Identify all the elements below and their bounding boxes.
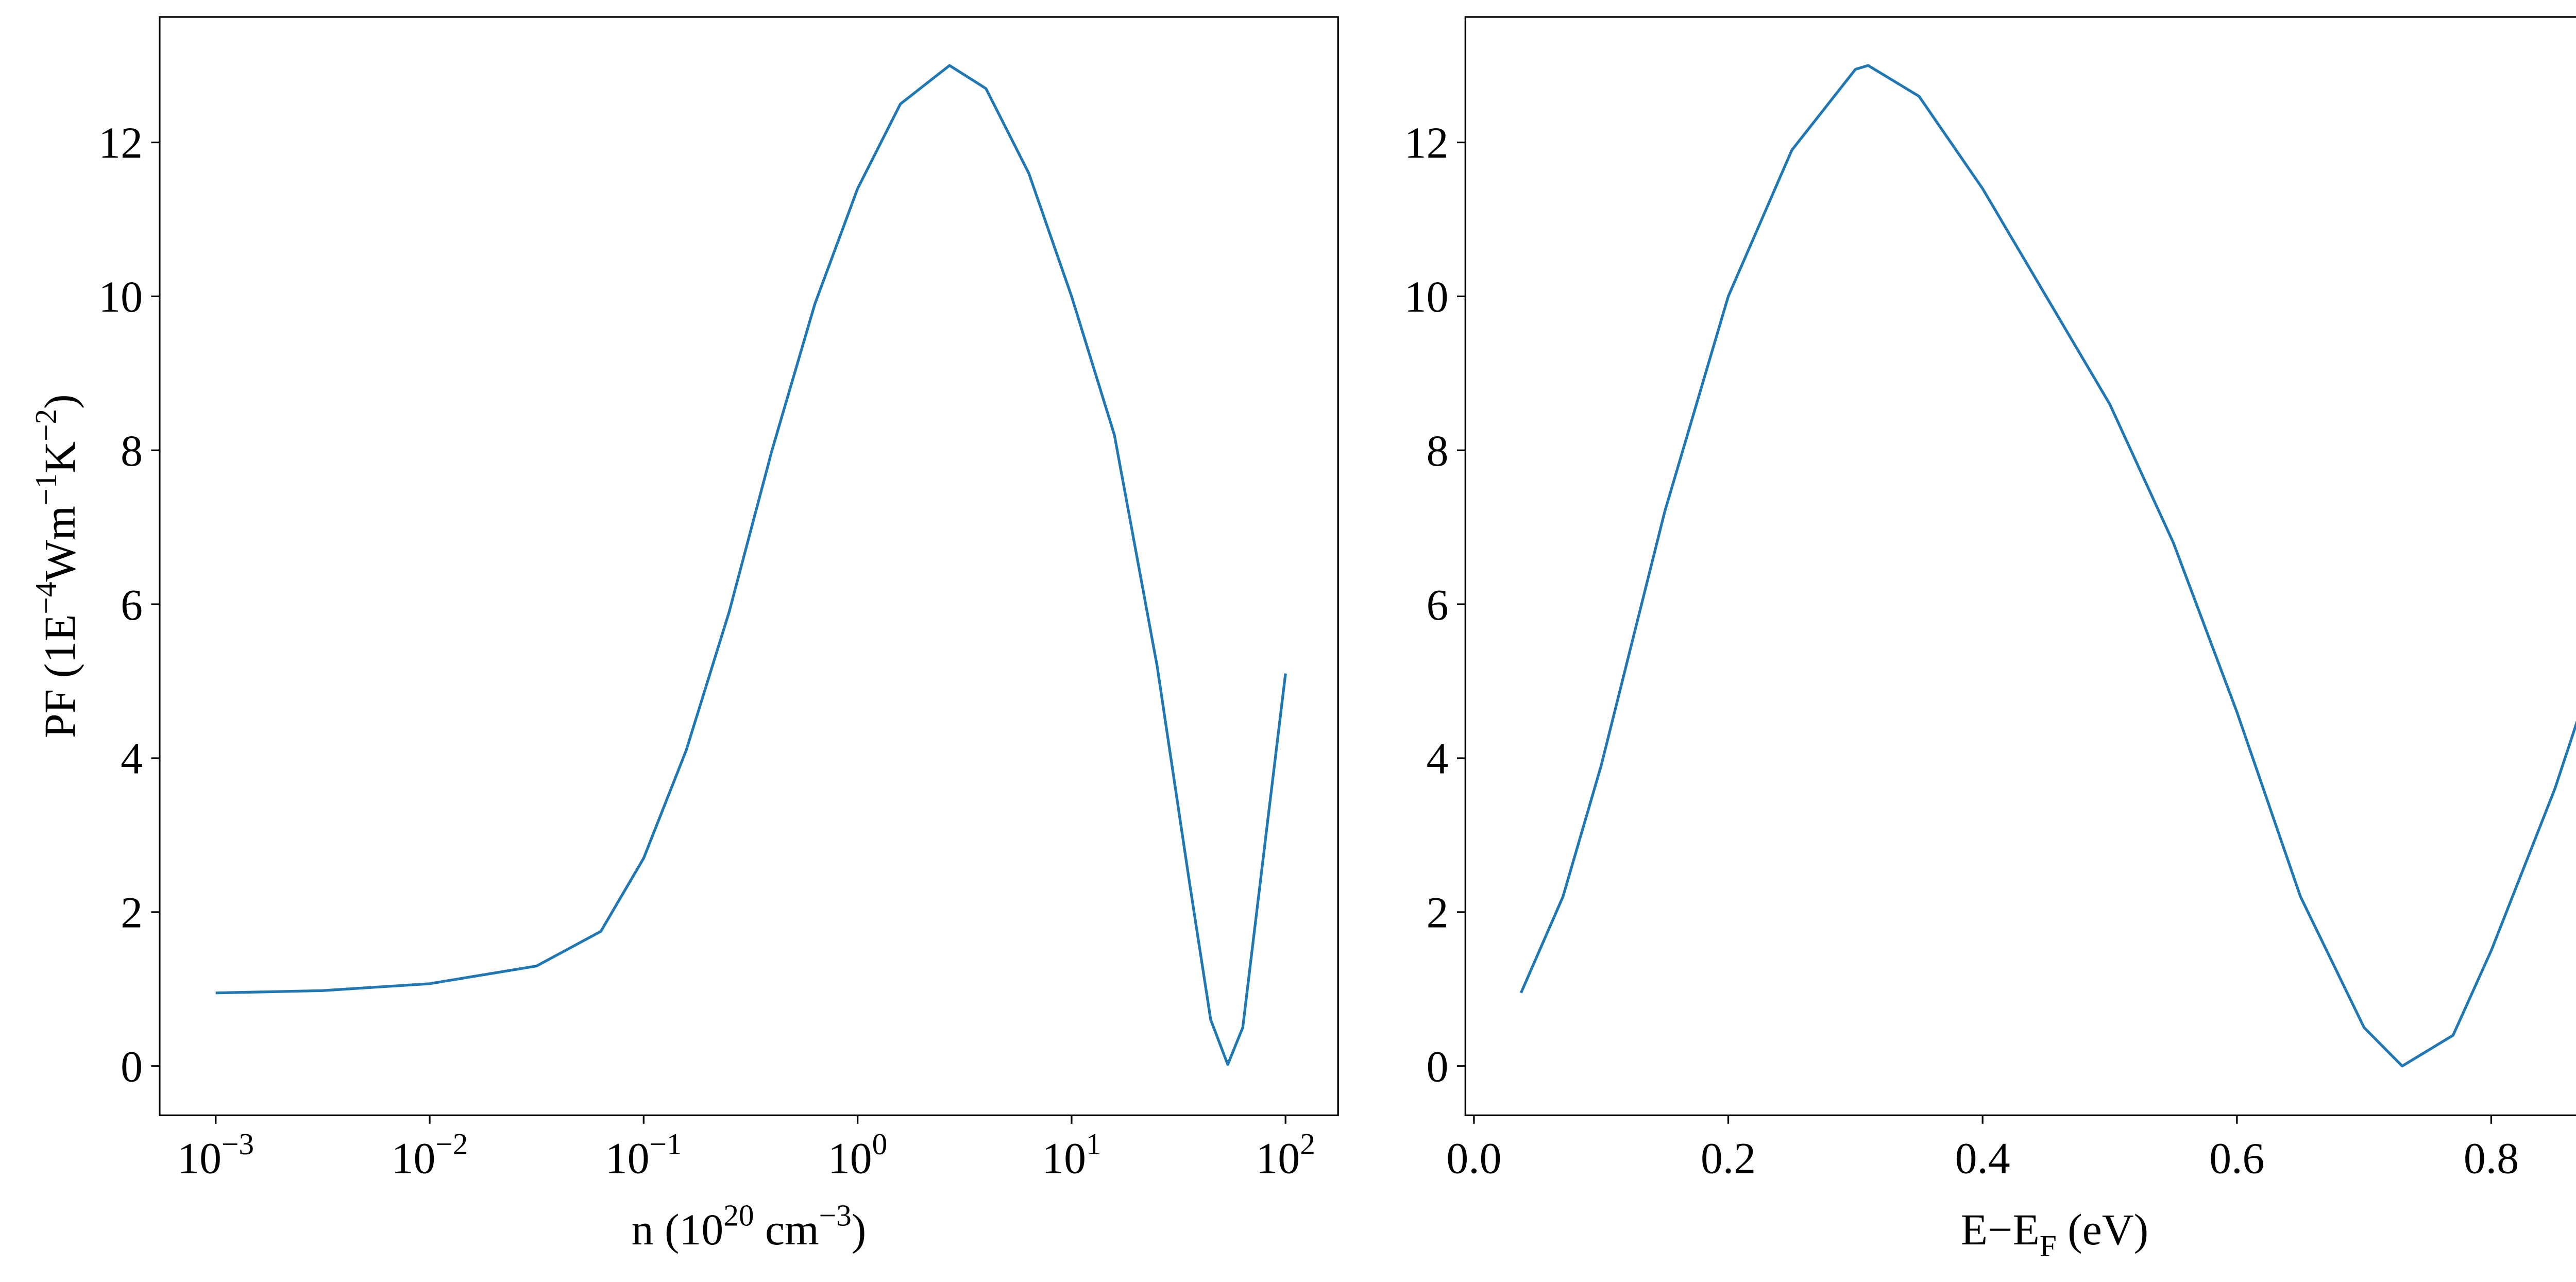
y-tick-label: 10 (98, 272, 143, 321)
y-tick-label: 6 (1427, 580, 1449, 629)
tick-base: 10 (177, 1134, 222, 1183)
tick-exponent: −1 (650, 1127, 682, 1161)
y-tick-label: 12 (1404, 118, 1449, 167)
y-tick-label: 10 (1404, 272, 1449, 321)
y-tick-label: 4 (121, 734, 143, 783)
y-tick-label: 8 (1427, 426, 1449, 475)
tick-exponent: −3 (222, 1127, 254, 1161)
line-series (1519, 64, 2576, 1068)
tick-exponent: 2 (1300, 1127, 1315, 1161)
x-tick-label: 101 (1042, 1127, 1101, 1183)
label-part: PF (1E (36, 614, 84, 738)
label-part: ) (852, 1205, 867, 1254)
x-tick-label: 10−3 (177, 1127, 254, 1183)
x-tick-label: 0.6 (2209, 1134, 2264, 1183)
y-tick-label: 0 (121, 1042, 143, 1091)
label-part: Wm (36, 506, 84, 582)
x-tick-label: 102 (1256, 1127, 1315, 1183)
x-tick-label: 10−2 (392, 1127, 468, 1183)
label-part: (eV) (2057, 1205, 2148, 1254)
label-part: ) (36, 394, 84, 409)
label-part: K (36, 441, 84, 473)
x-tick-label: 0.4 (1955, 1134, 2010, 1183)
label-part: −4 (29, 582, 63, 614)
line-series (215, 64, 1287, 1066)
x-tick-label: 0.8 (2464, 1134, 2519, 1183)
tick-exponent: −2 (435, 1127, 468, 1161)
y-axis-label: PF (1E−4Wm−1K−2) (29, 394, 84, 738)
x-axis-label: E−EF (eV) (1961, 1205, 2148, 1263)
label-part: −2 (29, 409, 63, 441)
label-part: n (10 (632, 1205, 724, 1254)
label-part: F (2040, 1229, 2057, 1263)
y-tick-label: 0 (1427, 1042, 1449, 1091)
x-tick-label: 0.0 (1446, 1134, 1501, 1183)
axes-frame (159, 16, 1339, 1116)
tick-base: 10 (828, 1134, 872, 1183)
panel: 0 2 4 6 8 10 12 0.0 0.2 0.4 0.6 0.8 E−EF (eV) (1404, 16, 2576, 1263)
y-tick-label: 8 (121, 426, 143, 475)
y-tick-label: 4 (1427, 734, 1449, 783)
y-tick-label: 2 (121, 888, 143, 937)
y-tick-label: 12 (98, 118, 143, 167)
tick-exponent: 1 (1086, 1127, 1101, 1161)
label-part: cm (754, 1205, 819, 1254)
x-tick-label: 10−1 (605, 1127, 682, 1183)
tick-exponent: 0 (872, 1127, 888, 1161)
label-part: −3 (819, 1199, 852, 1233)
label-part: 20 (723, 1199, 754, 1233)
label-part: E−E (1961, 1205, 2040, 1254)
tick-base: 10 (1256, 1134, 1300, 1183)
tick-base: 10 (1042, 1134, 1086, 1183)
y-tick-label: 2 (1427, 888, 1449, 937)
label-part: −1 (29, 473, 63, 506)
y-tick-label: 6 (121, 580, 143, 629)
tick-base: 10 (392, 1134, 436, 1183)
x-tick-label: 0.2 (1701, 1134, 1756, 1183)
tick-base: 10 (605, 1134, 650, 1183)
axes-frame (1464, 16, 2576, 1116)
x-tick-label: 100 (828, 1127, 887, 1183)
x-axis-label: n (1020 cm−3) (632, 1199, 867, 1254)
